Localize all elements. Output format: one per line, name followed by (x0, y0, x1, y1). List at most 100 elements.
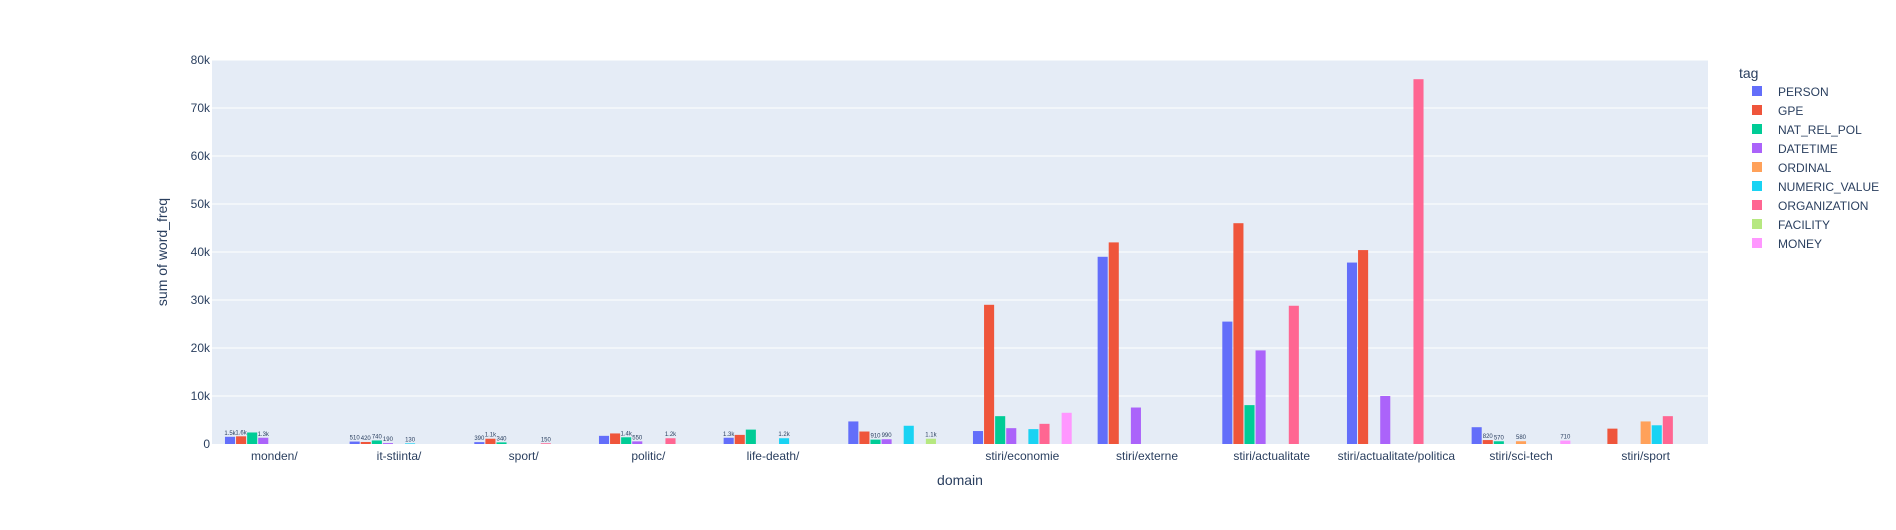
bar (236, 436, 247, 444)
bar (903, 425, 914, 444)
bar (1061, 412, 1072, 444)
bar (1380, 396, 1391, 444)
bar-value-label: 130 (405, 437, 416, 443)
legend-swatch (1752, 162, 1762, 172)
legend-item[interactable]: FACILITY (1752, 218, 1830, 232)
x-axis-ticks: monden/it-stiinta/sport/politic/life-dea… (251, 449, 1671, 463)
bar (1560, 440, 1571, 444)
bar (382, 443, 393, 444)
bar-value-label: 510 (350, 436, 361, 442)
bar-value-label: 420 (361, 436, 372, 442)
y-axis-title: sum of word_freq (154, 198, 170, 306)
bar-value-label: 990 (882, 433, 893, 439)
bar (925, 438, 936, 444)
bar-value-label: 1.3k (258, 432, 270, 438)
bar-value-label: 710 (1560, 435, 1571, 441)
bar (1097, 256, 1108, 444)
y-tick-label: 30k (191, 293, 211, 307)
x-tick-label: stiri/actualitate/politica (1338, 449, 1456, 463)
legend-item[interactable]: NUMERIC_VALUE (1752, 180, 1879, 194)
bar (610, 433, 621, 444)
bar (349, 441, 360, 444)
bar (1108, 242, 1119, 444)
y-axis-ticks: 0 10k 20k 30k 40k 50k 60k 70k 80k (191, 53, 211, 451)
bar (1662, 416, 1673, 444)
bar (621, 437, 632, 444)
legend-swatch (1752, 124, 1762, 134)
bar (779, 438, 790, 444)
legend-swatch (1752, 86, 1762, 96)
bar (665, 438, 676, 444)
legend-label: FACILITY (1778, 218, 1830, 232)
bar (1651, 425, 1662, 444)
bar-value-label: 910 (870, 434, 881, 440)
bar (598, 435, 610, 444)
bar (1471, 427, 1482, 444)
y-tick-label: 20k (191, 341, 211, 355)
legend-label: DATETIME (1778, 142, 1838, 156)
bar (984, 304, 995, 444)
y-tick-label: 50k (191, 197, 211, 211)
x-tick-label: it-stiinta/ (377, 449, 422, 463)
legend-swatch (1752, 105, 1762, 115)
y-tick-label: 60k (191, 149, 211, 163)
legend-label: PERSON (1778, 85, 1829, 99)
bar-value-label: 1.1k (925, 433, 937, 439)
bar (1346, 262, 1358, 444)
bar-value-label: 1.6k (235, 430, 247, 436)
bar-value-label: 550 (632, 435, 643, 441)
bar (1413, 79, 1424, 444)
bar-value-label: 1.1k (485, 433, 497, 439)
bar (734, 434, 745, 444)
legend-swatch (1752, 200, 1762, 210)
y-tick-label: 0 (203, 437, 210, 451)
legend-swatch (1752, 238, 1762, 248)
x-axis-title: domain (937, 472, 983, 488)
legend-label: NAT_REL_POL (1778, 123, 1862, 137)
legend-swatch (1752, 143, 1762, 153)
legend-item[interactable]: DATETIME (1752, 142, 1838, 156)
bar-value-label: 580 (1516, 435, 1527, 441)
legend: tag PERSON GPE NAT_REL_POL DATETIME ORDINAL N… (1739, 65, 1879, 251)
bar-value-label: 340 (496, 436, 507, 442)
y-tick-label: 40k (191, 245, 211, 259)
bar-value-label: 570 (1494, 435, 1505, 441)
bar (1607, 428, 1618, 444)
bar-value-label: 150 (541, 437, 552, 443)
bar-value-label: 1.2k (665, 432, 677, 438)
bar (972, 431, 984, 444)
bar (1288, 305, 1299, 444)
x-tick-label: politic/ (631, 449, 666, 463)
bar-value-label: 1.4k (620, 431, 632, 437)
legend-label: ORGANIZATION (1778, 199, 1868, 213)
legend-item[interactable]: PERSON (1752, 85, 1829, 99)
gridlines (212, 59, 1708, 397)
legend-item[interactable]: ORGANIZATION (1752, 199, 1868, 213)
y-tick-label: 10k (191, 389, 211, 403)
bar-value-label: 820 (1483, 434, 1494, 440)
x-tick-label: monden/ (251, 449, 298, 463)
x-tick-label: stiri/externe (1116, 449, 1178, 463)
legend-item[interactable]: MONEY (1752, 237, 1822, 251)
bar-value-label: 1.3k (723, 432, 735, 438)
bar (1039, 423, 1050, 444)
x-tick-label: stiri/sci-tech (1489, 449, 1552, 463)
bar (859, 431, 870, 444)
legend-item[interactable]: GPE (1752, 104, 1803, 118)
bar (247, 432, 258, 444)
x-tick-label: stiri/economie (985, 449, 1059, 463)
legend-item[interactable]: NAT_REL_POL (1752, 123, 1862, 137)
bar-value-label: 390 (474, 436, 485, 442)
x-tick-label: stiri/actualitate (1233, 449, 1310, 463)
x-tick-label: stiri/sport (1621, 449, 1670, 463)
bar (360, 441, 371, 444)
bar (1255, 350, 1266, 444)
legend-item[interactable]: ORDINAL (1752, 161, 1832, 175)
x-tick-label: life-death/ (747, 449, 800, 463)
bar (1222, 321, 1233, 444)
bar (1244, 405, 1255, 444)
bar (540, 443, 551, 444)
legend-title: tag (1739, 65, 1758, 81)
bar (1493, 441, 1504, 444)
